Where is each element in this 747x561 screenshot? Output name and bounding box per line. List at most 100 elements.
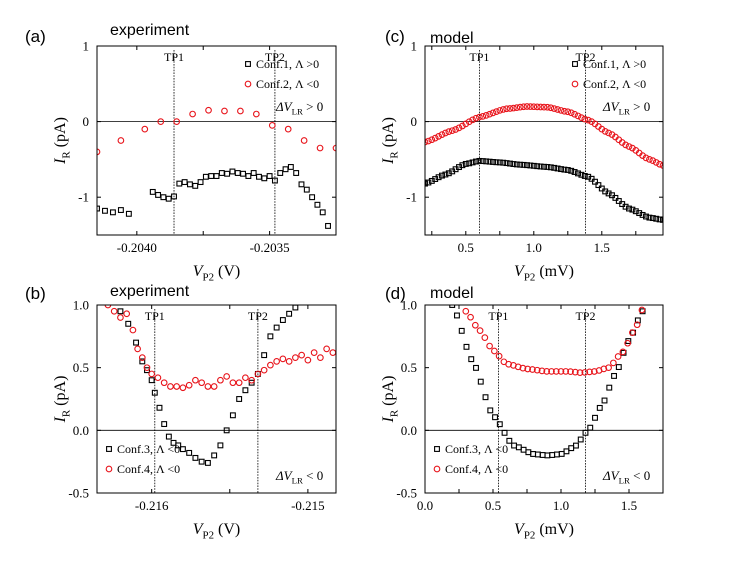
point-conf4 — [519, 364, 527, 372]
point-conf1 — [293, 170, 300, 176]
legend-marker — [244, 80, 252, 88]
point-conf2 — [527, 103, 534, 110]
point-conf2 — [625, 143, 633, 150]
point-conf1 — [507, 160, 513, 167]
point-conf4 — [198, 379, 206, 387]
point-conf2 — [300, 137, 308, 144]
point-conf1 — [575, 170, 581, 177]
point-conf2 — [469, 116, 476, 124]
delta-v-annotation: ΔVLR > 0 — [275, 99, 323, 117]
point-conf1 — [435, 174, 442, 181]
point-conf3 — [279, 317, 286, 323]
legend-label: Conf.3, Λ <0 — [445, 442, 508, 456]
point-conf2 — [476, 113, 483, 121]
point-conf1 — [537, 163, 544, 170]
point-conf1 — [544, 164, 551, 170]
point-conf1 — [240, 170, 247, 177]
point-conf1 — [287, 164, 294, 170]
point-conf2 — [601, 128, 609, 135]
legend: Conf.1, Λ >0 Conf.2, Λ <0 — [244, 57, 319, 91]
point-conf3 — [117, 308, 124, 315]
point-conf2 — [221, 107, 228, 115]
y-tick-label: 0.0 — [401, 423, 417, 438]
point-conf4 — [160, 379, 168, 387]
point-conf1 — [476, 157, 483, 164]
point-conf2 — [445, 128, 453, 135]
point-conf3 — [487, 407, 494, 414]
point-conf3 — [286, 310, 293, 317]
point-conf2 — [428, 136, 436, 144]
point-conf1 — [564, 167, 571, 173]
point-conf2 — [493, 108, 500, 115]
point-conf4 — [329, 349, 336, 356]
point-conf2 — [431, 134, 439, 142]
legend-label: Conf.3, Λ <0 — [117, 442, 180, 456]
y-axis-label: IR (pA) — [52, 376, 72, 424]
point-conf1 — [314, 201, 321, 208]
point-conf2 — [489, 109, 497, 117]
panel-label: (b) — [25, 284, 46, 303]
point-conf3 — [229, 412, 236, 419]
point-conf1 — [245, 173, 252, 179]
panel-b: (b) experiment TP1 TP2 -0.216 -0.215 -0.5 0.0 0.… — [25, 283, 337, 541]
y-tick-label: 0.0 — [73, 423, 89, 438]
point-conf2 — [438, 131, 446, 138]
point-conf2 — [506, 105, 514, 112]
point-conf3 — [530, 451, 537, 457]
point-conf1 — [592, 178, 598, 185]
point-conf2 — [622, 141, 629, 149]
point-conf3 — [236, 396, 243, 402]
point-conf4 — [576, 369, 584, 376]
point-conf4 — [138, 354, 146, 361]
point-conf1 — [97, 205, 100, 212]
point-conf3 — [544, 452, 551, 459]
point-conf2 — [516, 103, 524, 111]
point-conf1 — [155, 191, 162, 198]
point-conf4 — [217, 376, 224, 384]
point-conf1 — [503, 160, 510, 167]
point-conf4 — [562, 368, 570, 375]
point-conf1 — [595, 182, 602, 189]
panel-c: (c) model TP1 TP2 0.5 1.0 1.5 -1 0 1 VP2 (mV) IR (p… — [380, 27, 664, 283]
y-tick-label: -1 — [406, 190, 417, 205]
point-conf1 — [483, 158, 490, 165]
point-conf3 — [248, 379, 255, 386]
point-conf1 — [541, 163, 547, 170]
point-conf1 — [612, 194, 619, 201]
point-conf2 — [530, 103, 538, 111]
point-conf1 — [250, 170, 257, 176]
point-conf1 — [551, 164, 558, 171]
legend: Conf.3, Λ <0 Conf.4, Λ <0 — [105, 442, 180, 476]
point-conf1 — [496, 159, 503, 166]
point-conf1 — [486, 158, 493, 165]
point-conf1 — [479, 158, 486, 165]
legend-label: Conf.2, Λ <0 — [583, 77, 646, 91]
point-conf3 — [606, 384, 613, 391]
point-conf1 — [520, 161, 527, 168]
point-conf2 — [581, 115, 589, 123]
point-conf4 — [179, 384, 187, 392]
point-conf3 — [577, 436, 584, 443]
panel-title: model — [430, 30, 474, 47]
point-conf4 — [248, 376, 255, 384]
point-conf1 — [639, 211, 646, 218]
point-conf2 — [486, 110, 493, 118]
point-conf1 — [256, 173, 262, 180]
point-conf3 — [292, 305, 299, 311]
point-conf1 — [165, 195, 172, 202]
vline-label-tp1: TP1 — [145, 309, 165, 323]
point-conf2 — [462, 120, 470, 128]
delta-v-annotation: ΔVLR < 0 — [275, 468, 323, 486]
point-conf4 — [471, 321, 479, 329]
point-conf3 — [273, 324, 280, 331]
point-conf3 — [217, 442, 224, 449]
point-conf1 — [513, 161, 520, 168]
point-conf4 — [619, 348, 627, 356]
point-conf4 — [538, 367, 546, 375]
point-conf4 — [229, 379, 237, 387]
legend-label: Conf.1, Λ >0 — [256, 57, 319, 71]
point-conf3 — [175, 442, 182, 449]
point-conf3 — [473, 364, 479, 371]
point-conf2 — [189, 110, 196, 118]
